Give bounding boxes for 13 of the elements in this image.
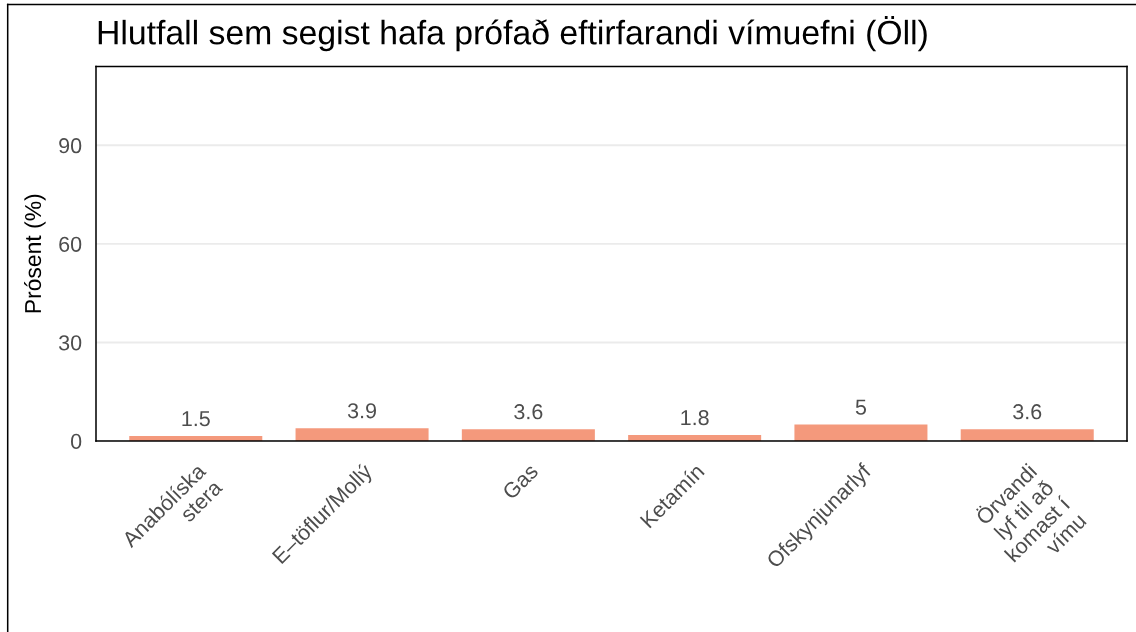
- y-tick-label: 60: [59, 236, 82, 252]
- y-tick-label: 90: [59, 138, 82, 154]
- y-axis-title: Prósent (%): [24, 194, 46, 313]
- data-label: 3.9: [347, 403, 377, 419]
- data-label: 3.6: [1013, 404, 1042, 420]
- data-label: 5: [855, 399, 867, 415]
- x-tick-label: Gas: [501, 462, 539, 501]
- data-label: 1.8: [681, 410, 709, 426]
- data-label: 1.5: [182, 411, 210, 427]
- y-tick-label: 0: [70, 433, 82, 450]
- data-label: 3.6: [514, 404, 543, 420]
- chart-title: Hlutfall sem segist hafa prófað eftirfarandi vímuefni (Öll): [98, 16, 927, 52]
- y-tick-label: 30: [58, 335, 82, 351]
